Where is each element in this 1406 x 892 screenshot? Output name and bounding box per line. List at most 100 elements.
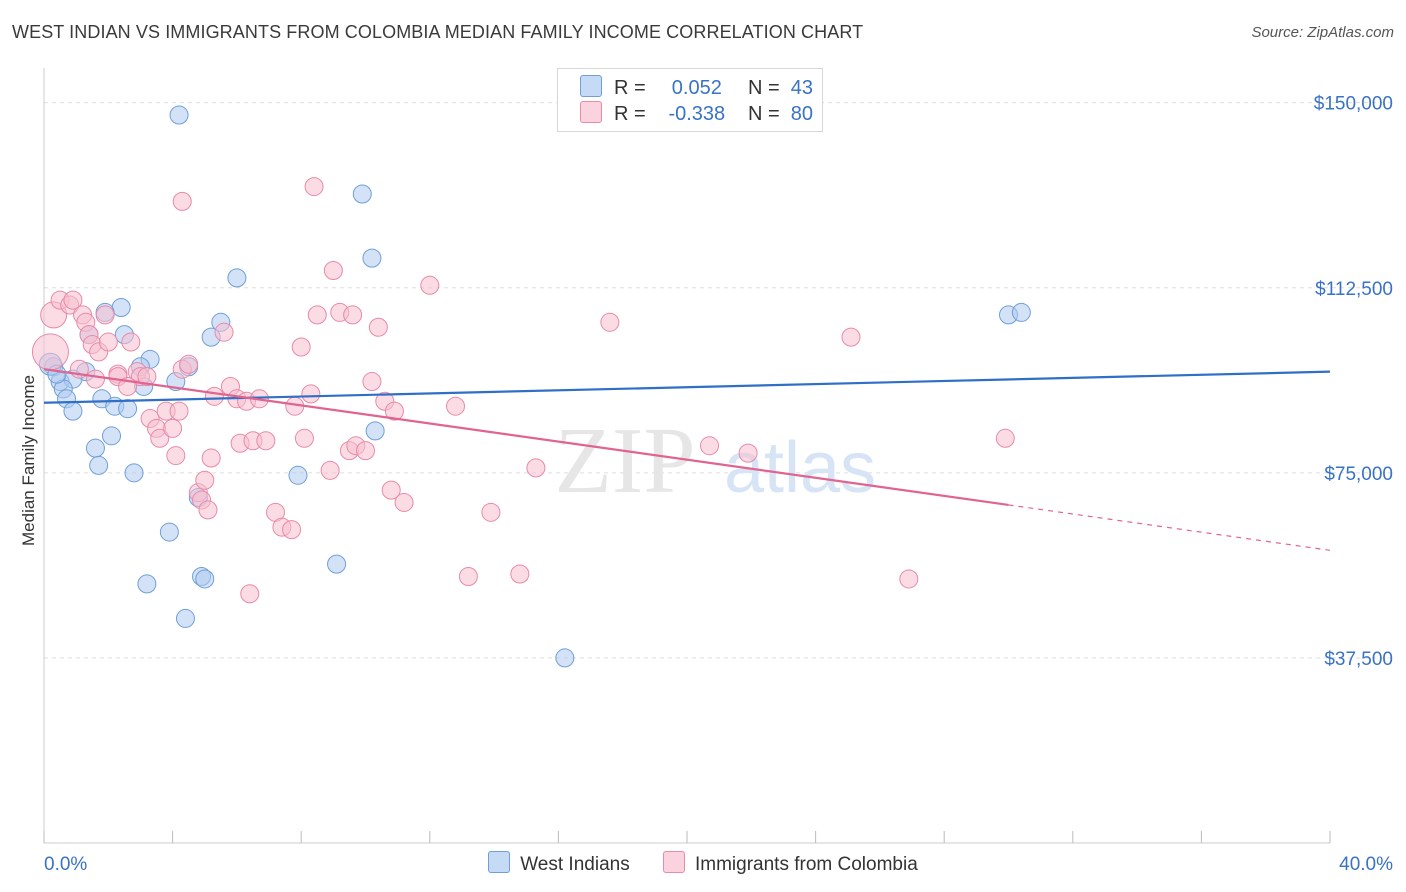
colombia-point	[384, 401, 404, 421]
legend-swatch-blue	[488, 851, 511, 873]
series-legend: West Indians Immigrants from Colombia	[0, 851, 1406, 876]
colombia-point	[481, 502, 501, 522]
colombia-point	[600, 312, 620, 332]
watermark-zip: ZIP	[555, 409, 696, 513]
west-indians-point	[352, 184, 372, 204]
west-indians-point	[137, 574, 157, 594]
colombia-point	[240, 584, 260, 604]
colombia-point	[169, 401, 189, 421]
watermark: ZIP atlas	[555, 409, 877, 513]
legend-row-west-indians: R = 0.052 N = 43	[580, 75, 813, 101]
west-indians-trend-line	[43, 370, 1331, 404]
axes	[43, 68, 1331, 844]
colombia-point	[98, 332, 118, 352]
colombia-point	[304, 177, 324, 197]
colombia-point	[458, 566, 478, 586]
west-indians-point	[555, 648, 575, 668]
x-tick-label-max: 40.0%	[1339, 854, 1393, 875]
colombia-point	[307, 305, 327, 325]
colombia-point	[201, 448, 221, 468]
legend-item-west-indians: West Indians	[488, 851, 630, 876]
colombia-point	[85, 369, 105, 389]
colombia-point	[343, 305, 363, 325]
colombia-point	[63, 290, 83, 310]
legend-swatch-pink	[662, 851, 685, 873]
colombia-point	[420, 275, 440, 295]
legend-item-colombia: Immigrants from Colombia	[662, 851, 918, 876]
colombia-point	[137, 367, 157, 387]
colombia-point	[294, 428, 314, 448]
y-tick-label: $37,500	[1324, 649, 1393, 670]
west-indians-point	[362, 248, 382, 268]
colombia-point	[195, 470, 215, 490]
y-tick-label: $75,000	[1324, 464, 1393, 485]
y-axis-label: Median Family Income	[19, 375, 38, 546]
colombia-point	[204, 386, 224, 406]
legend-n-value: 80	[790, 103, 813, 125]
west-indians-point	[118, 399, 138, 419]
west-indians-point	[327, 554, 347, 574]
west-indians-point	[102, 426, 122, 446]
colombia-point	[282, 520, 302, 540]
colombia-point	[510, 564, 530, 584]
colombia-point	[214, 322, 234, 342]
colombia-point	[95, 305, 115, 325]
colombia-point	[166, 446, 186, 466]
colombia-point	[738, 443, 758, 463]
west-indians-point	[85, 438, 105, 458]
west-indians-point	[111, 298, 131, 317]
colombia-point	[446, 396, 466, 416]
grid-lines	[44, 102, 1392, 659]
legend-n-label: N =	[747, 77, 780, 99]
west-indians-point	[227, 268, 247, 288]
west-indians-point	[159, 522, 179, 542]
legend-label-colombia: Immigrants from Colombia	[694, 854, 918, 875]
west-indians-point	[124, 463, 144, 483]
x-tick-label-min: 0.0%	[44, 854, 87, 875]
colombia-point	[899, 569, 919, 589]
colombia-point	[198, 500, 218, 520]
legend-n-value: 43	[790, 77, 813, 99]
colombia-point	[841, 327, 861, 347]
colombia-point	[172, 191, 192, 211]
colombia-point	[995, 428, 1015, 448]
west-indians-point	[175, 608, 195, 628]
chart-source: Source: ZipAtlas.com	[1251, 24, 1394, 41]
colombia-point	[256, 431, 276, 451]
legend-n-label: N =	[747, 103, 780, 125]
y-tick-label: $112,500	[1315, 279, 1393, 300]
colombia-point	[163, 418, 183, 438]
colombia-trend-line	[43, 368, 1009, 507]
legend-r-label: R =	[614, 103, 646, 125]
west-indians-point	[63, 401, 83, 421]
colombia-point	[700, 436, 720, 456]
colombia-point	[31, 333, 69, 371]
colombia-points	[31, 177, 1015, 604]
colombia-point	[320, 460, 340, 480]
trend-lines	[43, 368, 1331, 551]
west-indians-point	[1011, 302, 1031, 322]
colombia-point	[356, 441, 375, 461]
west-indians-point	[89, 455, 109, 475]
colombia-point	[179, 354, 199, 374]
colombia-point	[323, 260, 343, 280]
colombia-point	[291, 337, 311, 357]
legend-r-label: R =	[614, 77, 646, 99]
legend-row-colombia: R = -0.338 N = 80	[580, 101, 813, 127]
legend-swatch-pink	[580, 101, 602, 123]
chart-title: WEST INDIAN VS IMMIGRANTS FROM COLOMBIA …	[12, 22, 864, 42]
y-tick-label: $150,000	[1314, 94, 1393, 115]
legend-swatch-blue	[580, 75, 602, 97]
colombia-point	[394, 492, 414, 512]
legend-label-west-indians: West Indians	[520, 854, 630, 875]
colombia-point	[362, 372, 382, 392]
colombia-point	[150, 428, 170, 448]
west-indians-point	[365, 421, 385, 441]
colombia-point	[301, 384, 321, 404]
colombia-point	[121, 332, 141, 352]
west-indians-point	[288, 465, 308, 485]
colombia-point	[368, 317, 388, 337]
correlation-legend: R = 0.052 N = 43 R = -0.338 N = 80	[557, 68, 823, 132]
west-indians-point	[169, 105, 189, 125]
